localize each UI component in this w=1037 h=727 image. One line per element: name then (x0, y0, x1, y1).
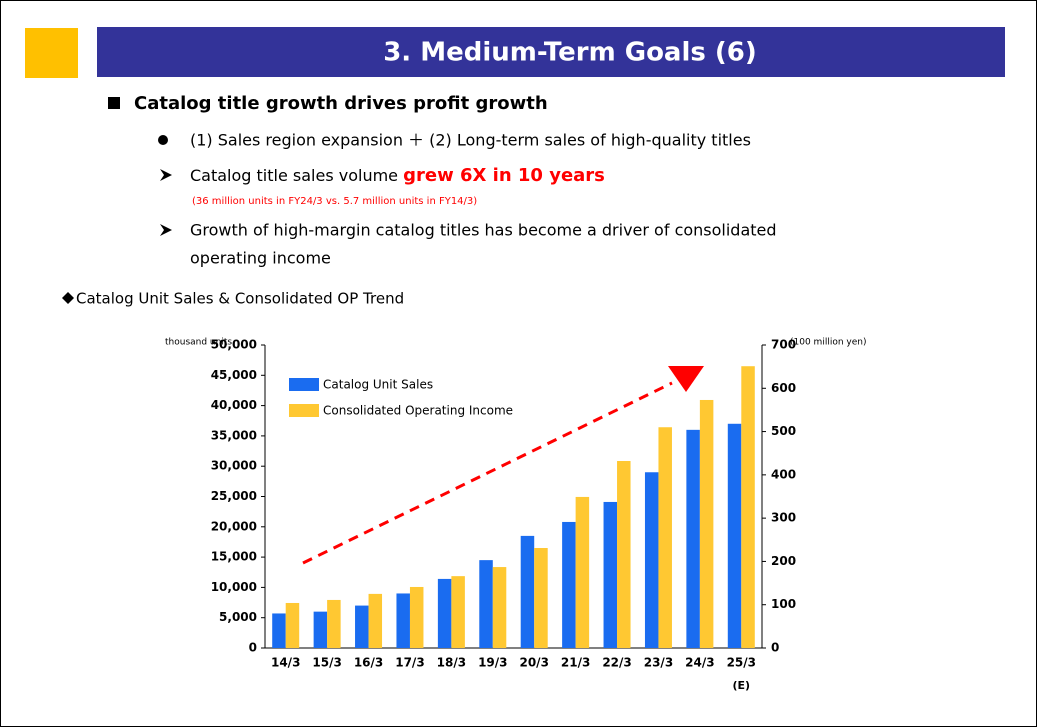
y2-tick-label: 700 (771, 338, 796, 352)
y-tick-label: 25,000 (211, 489, 257, 503)
bar (479, 560, 493, 648)
trend-arrow (302, 381, 673, 565)
bar (355, 605, 369, 648)
dot-bullet (158, 135, 168, 145)
legend-label: Catalog Unit Sales (323, 378, 433, 392)
volume-line: Catalog title sales volume grew 6X in 10… (190, 165, 605, 186)
y-tick-label: 35,000 (211, 428, 257, 442)
y2-tick-label: 500 (771, 424, 796, 438)
x-tick-label: 16/3 (354, 656, 383, 670)
point: (1) Sales region expansion ＋ (2) Long-te… (190, 131, 751, 150)
bar (451, 576, 465, 648)
x-tick-label: 18/3 (437, 656, 466, 670)
bar (396, 593, 410, 648)
y-tick-label: 20,000 (211, 519, 257, 533)
x-tick-label: 23/3 (644, 656, 673, 670)
y-tick-label: 30,000 (211, 459, 257, 473)
trend-arrowhead (668, 366, 704, 392)
x-tick-label: 22/3 (602, 656, 631, 670)
heading: Catalog title growth drives profit growt… (134, 93, 548, 114)
driver-line: Growth of high-margin catalog titles has… (190, 221, 777, 240)
y-tick-label: 50,000 (211, 338, 257, 352)
arrow-bullet (160, 169, 172, 181)
bar (575, 496, 590, 648)
bar (272, 613, 286, 648)
y-axis-label: thousand units (165, 338, 232, 348)
y2-axis-label: (100 million yen) (790, 338, 866, 348)
bar (686, 429, 700, 648)
x-tick-label: 21/3 (561, 656, 590, 670)
x-tick-label: 14/3 (271, 656, 300, 670)
bar (285, 602, 300, 648)
slide-title: 3. Medium-Term Goals (6) (383, 38, 757, 68)
x-tick-label: 17/3 (395, 656, 424, 670)
y-tick-label: 40,000 (211, 398, 257, 412)
driver-line: operating income (190, 249, 331, 268)
bar (644, 472, 659, 648)
volume-note: (36 million units in FY24/3 vs. 5.7 mill… (192, 196, 477, 207)
legend-label: Consolidated Operating Income (323, 404, 513, 418)
title-bar (97, 27, 1005, 77)
x-tick-label: 24/3 (685, 656, 714, 670)
bar (658, 427, 672, 648)
y-tick-label: 5,000 (219, 610, 257, 624)
bar (492, 567, 507, 648)
legend-swatch (289, 378, 319, 391)
bar (437, 578, 452, 648)
bar (562, 521, 576, 648)
volume-lead: Catalog title sales volume (190, 166, 403, 185)
y-tick-label: 10,000 (211, 580, 257, 594)
y-tick-label: 0 (249, 641, 257, 655)
bar (603, 501, 618, 648)
legend-swatch (289, 404, 319, 417)
square-bullet (108, 97, 120, 109)
x-tick-note: (E) (733, 679, 751, 692)
bar (617, 461, 631, 648)
x-tick-label: 20/3 (519, 656, 548, 670)
bar (368, 593, 383, 648)
corner-square (25, 28, 78, 78)
y-tick-label: 15,000 (211, 550, 257, 564)
volume-emphasis: grew 6X in 10 years (403, 165, 605, 186)
bar (520, 535, 535, 648)
bar (727, 423, 742, 648)
y2-tick-label: 300 (771, 511, 796, 525)
bar (741, 366, 755, 648)
bar (313, 611, 328, 648)
y2-tick-label: 400 (771, 467, 796, 481)
bar (534, 548, 548, 648)
y-tick-label: 45,000 (211, 368, 257, 382)
y2-tick-label: 600 (771, 381, 796, 395)
arrow-bullet (160, 224, 172, 236)
y2-tick-label: 200 (771, 554, 796, 568)
y2-tick-label: 0 (771, 641, 779, 655)
x-tick-label: 15/3 (312, 656, 341, 670)
x-tick-label: 19/3 (478, 656, 507, 670)
y2-tick-label: 100 (771, 597, 796, 611)
bar (327, 599, 341, 648)
chart-caption: Catalog Unit Sales & Consolidated OP Tre… (76, 290, 404, 308)
bar (409, 586, 424, 648)
x-tick-label: 25/3 (727, 656, 756, 670)
bar (699, 399, 714, 648)
diamond-bullet (62, 292, 74, 304)
